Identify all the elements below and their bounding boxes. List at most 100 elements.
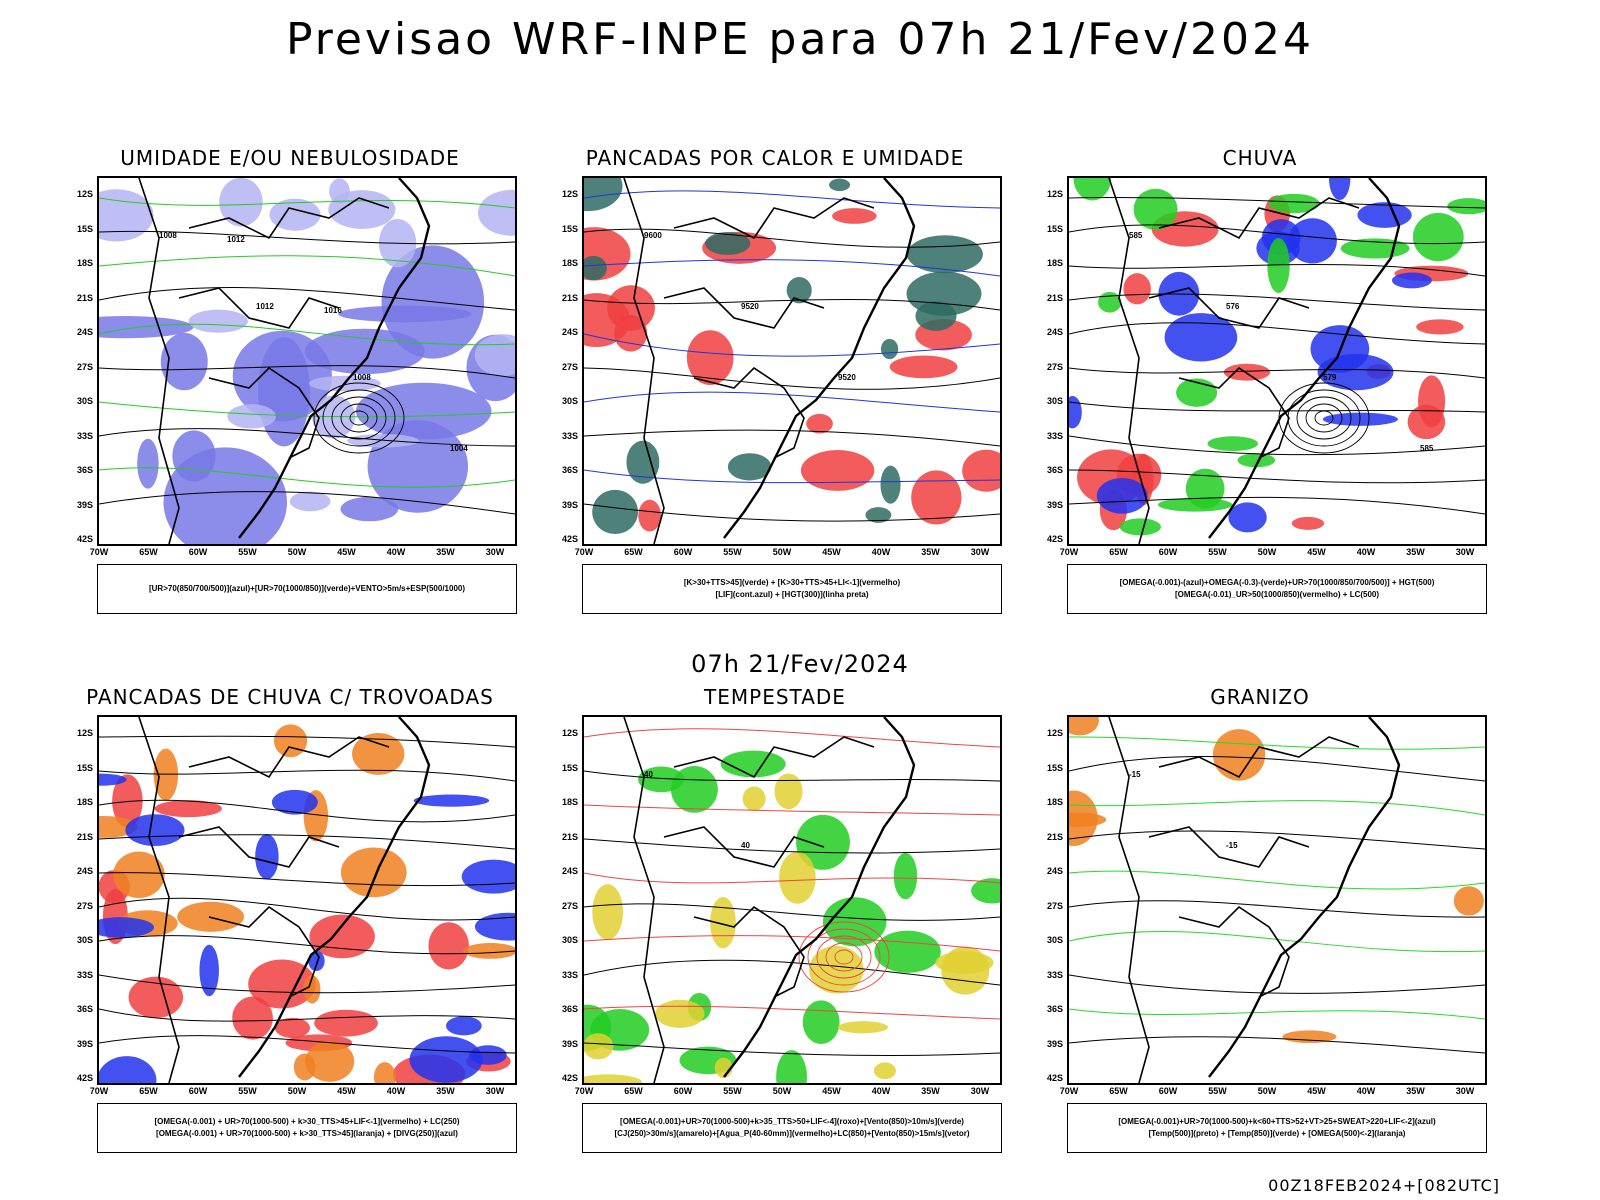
latitude-tick-label: 15S	[76, 223, 93, 234]
longitude-tick-label: 60W	[188, 547, 208, 557]
contour-value-label: 40	[644, 770, 653, 779]
map-fields	[584, 728, 1000, 1083]
latitude-tick-label: 27S	[1046, 361, 1063, 372]
longitude-tick-label: 60W	[1158, 1086, 1178, 1096]
contour-value-label: 40	[741, 841, 750, 850]
map-fields	[584, 178, 1000, 535]
longitude-tick-label: 70W	[574, 1086, 594, 1096]
latitude-tick-label: 33S	[1046, 969, 1063, 980]
geographic-borders	[138, 178, 431, 544]
longitude-tick-label: 55W	[1208, 547, 1227, 557]
panel-title: GRANIZO	[1210, 685, 1310, 709]
latitude-tick-label: 42S	[1046, 534, 1063, 544]
contour-value-label: 1016	[324, 306, 342, 315]
longitude-tick-label: 35W	[436, 547, 455, 557]
longitude-tick-label: 40W	[386, 547, 406, 557]
latitude-tick-label: 12S	[1046, 728, 1063, 738]
longitude-tick-label: 45W	[337, 1086, 356, 1096]
longitude-tick-label: 55W	[723, 1086, 742, 1096]
latitude-tick-label: 21S	[76, 831, 93, 842]
forecast-map: 1008 1012 1008 1004 1012 1016	[97, 176, 517, 546]
latitude-tick-label: 42S	[1046, 1073, 1063, 1083]
latitude-tick-label: 39S	[561, 499, 578, 510]
latitude-tick-label: 30S	[561, 935, 578, 945]
map-panel: CHUVA 12S 15S 18S 21S 24S 27S 30S 33S 36S 39S 42S 70…	[1015, 146, 1505, 626]
legend-box: [OMEGA(-0.001) + UR>70(1000-500) + k>30_…	[97, 1103, 517, 1153]
latitude-tick-label: 27S	[1046, 900, 1063, 911]
longitude-tick-label: 65W	[624, 547, 643, 557]
longitude-tick-label: 45W	[337, 547, 356, 557]
longitude-tick-label: 55W	[723, 547, 742, 557]
latitude-tick-label: 30S	[76, 935, 93, 945]
latitude-tick-label: 30S	[1046, 396, 1063, 406]
longitude-tick-label: 70W	[89, 547, 109, 557]
latitude-tick-label: 15S	[561, 762, 578, 773]
latitude-tick-label: 36S	[1046, 1004, 1063, 1014]
longitude-tick-label: 40W	[386, 1086, 406, 1096]
longitude-tick-label: 60W	[188, 1086, 208, 1096]
longitude-tick-label: 45W	[1307, 547, 1326, 557]
longitude-tick-label: 30W	[1455, 547, 1475, 557]
contour-value-label: 579	[1323, 373, 1337, 382]
longitude-tick-label: 65W	[1109, 1086, 1128, 1096]
longitude-tick-label: 45W	[822, 547, 841, 557]
forecast-map: -15 -15	[1067, 715, 1487, 1085]
model-run-stamp: 00Z18FEB2024+[082UTC]	[1268, 1176, 1500, 1195]
contour-value-label: 9520	[741, 302, 759, 311]
latitude-tick-label: 27S	[76, 361, 93, 372]
legend-box: [OMEGA(-0.001)+UR>70(1000-500)+k<60+TTS>…	[1067, 1103, 1487, 1153]
map-panel: PANCADAS POR CALOR E UMIDADE 12S 15S 18S 21S…	[530, 146, 1020, 626]
contour-value-label: 1012	[256, 302, 274, 311]
legend-text: [OMEGA(-0.001) + UR>70(1000-500) + k>30_…	[154, 1117, 460, 1126]
longitude-tick-label: 35W	[1406, 547, 1425, 557]
contour-value-label: 1008	[353, 373, 371, 382]
latitude-tick-label: 36S	[76, 1004, 93, 1014]
longitude-tick-label: 55W	[238, 1086, 257, 1096]
latitude-tick-label: 27S	[76, 900, 93, 911]
contour-value-label: 585	[1420, 444, 1434, 453]
longitude-tick-label: 40W	[871, 547, 891, 557]
longitude-tick-label: 50W	[1257, 1086, 1277, 1096]
contour-value-label: -15	[1226, 841, 1238, 850]
map-fields	[99, 724, 515, 1083]
map-fields	[1069, 717, 1485, 1054]
latitude-tick-label: 12S	[561, 728, 578, 738]
forecast-map: 9600 9520 9520	[582, 176, 1002, 546]
longitude-tick-label: 35W	[1406, 1086, 1425, 1096]
longitude-tick-label: 35W	[921, 547, 940, 557]
longitude-tick-label: 70W	[574, 547, 594, 557]
panel-title: UMIDADE E/OU NEBULOSIDADE	[120, 146, 460, 170]
latitude-tick-label: 21S	[1046, 292, 1063, 303]
longitude-tick-label: 30W	[485, 1086, 505, 1096]
latitude-tick-label: 12S	[1046, 189, 1063, 199]
latitude-tick-label: 24S	[76, 327, 93, 337]
longitude-tick-label: 70W	[1059, 1086, 1079, 1096]
legend-text: [CJ(250)>30m/s](amarelo)+[Agua_P(40-60mm…	[614, 1129, 970, 1138]
latitude-tick-label: 27S	[561, 361, 578, 372]
longitude-tick-label: 35W	[921, 1086, 940, 1096]
forecast-map	[97, 715, 517, 1085]
latitude-tick-label: 24S	[76, 866, 93, 876]
panel-title: PANCADAS DE CHUVA C/ TROVOADAS	[86, 685, 494, 709]
panel-title: CHUVA	[1222, 146, 1298, 170]
longitude-tick-label: 30W	[970, 547, 990, 557]
legend-text: [Temp(500)](preto) + [Temp(850)](verde) …	[1148, 1129, 1406, 1138]
longitude-tick-label: 50W	[772, 1086, 792, 1096]
map-panel: UMIDADE E/OU NEBULOSIDADE 12S 15S 18S 21S 24S…	[45, 146, 535, 626]
latitude-tick-label: 18S	[561, 797, 578, 807]
longitude-tick-label: 40W	[871, 1086, 891, 1096]
latitude-tick-label: 18S	[1046, 797, 1063, 807]
latitude-tick-label: 21S	[561, 292, 578, 303]
longitude-tick-label: 50W	[287, 1086, 307, 1096]
latitude-tick-label: 24S	[561, 327, 578, 337]
latitude-tick-label: 33S	[76, 969, 93, 980]
legend-box: [K>30+TTS>45](verde) + [K>30+TTS>45+LI<-…	[582, 564, 1002, 614]
latitude-tick-label: 21S	[561, 831, 578, 842]
latitude-tick-label: 15S	[1046, 762, 1063, 773]
latitude-tick-label: 42S	[76, 534, 93, 544]
latitude-tick-label: 15S	[561, 223, 578, 234]
longitude-tick-label: 65W	[624, 1086, 643, 1096]
latitude-tick-label: 33S	[76, 430, 93, 441]
longitude-tick-label: 40W	[1356, 547, 1376, 557]
latitude-tick-label: 36S	[1046, 465, 1063, 475]
